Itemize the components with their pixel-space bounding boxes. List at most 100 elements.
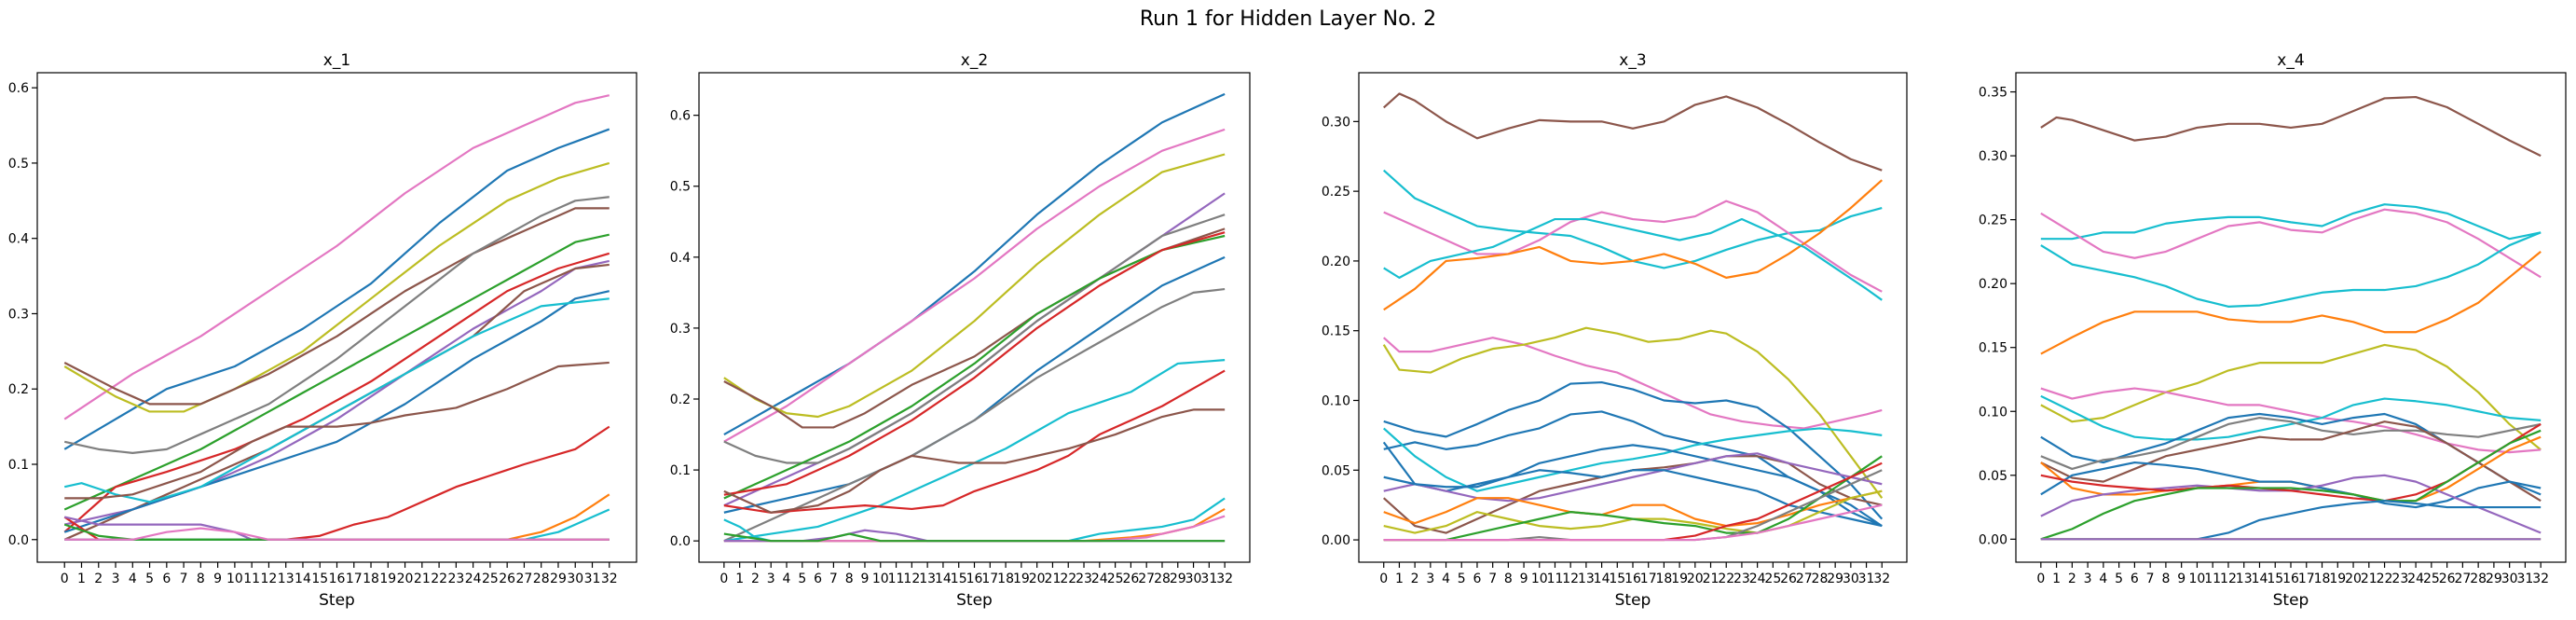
y-tick-label: 0.10 <box>1979 405 2007 420</box>
x-tick-label: 20 <box>1687 572 1704 586</box>
x-tick-label: 13 <box>1578 572 1595 586</box>
x-tick-label: 12 <box>2220 572 2237 586</box>
x-tick-label: 12 <box>261 572 278 586</box>
y-tick-label: 0.2 <box>8 382 29 397</box>
x-tick-label: 31 <box>2517 572 2534 586</box>
x-tick-label: 21 <box>1045 572 1062 586</box>
x-tick-label: 11 <box>888 572 905 586</box>
x-tick-label: 24 <box>2407 572 2424 586</box>
x-tick-label: 21 <box>414 572 431 586</box>
x-tick-label: 26 <box>1780 572 1797 586</box>
x-tick-label: 8 <box>1504 572 1513 586</box>
y-tick-label: 0.25 <box>1979 214 2007 228</box>
x-tick-label: 22 <box>431 572 447 586</box>
x-tick-label: 5 <box>2115 572 2123 586</box>
x-tick-label: 26 <box>499 572 515 586</box>
series-line-6 <box>1382 337 1883 430</box>
x-tick-label: 20 <box>2345 572 2362 586</box>
x-tick-label: 32 <box>1216 572 1233 586</box>
x-tick-label: 8 <box>2161 572 2170 586</box>
x-tick-label: 8 <box>197 572 205 586</box>
y-tick-label: 0.30 <box>1322 115 1350 130</box>
x-tick-label: 15 <box>311 572 328 586</box>
x-tick-label: 22 <box>1718 572 1734 586</box>
x-tick-label: 27 <box>1138 572 1155 586</box>
x-tick-label: 30 <box>2501 572 2518 586</box>
x-tick-label: 0 <box>61 572 69 586</box>
x-tick-label: 30 <box>1185 572 1202 586</box>
x-tick-label: 28 <box>533 572 550 586</box>
series-line-4 <box>1383 179 1884 311</box>
x-tick-label: 27 <box>1796 572 1813 586</box>
x-tick-label: 22 <box>1060 572 1076 586</box>
x-tick-label: 26 <box>2439 572 2456 586</box>
subplot-x_1: x_10.00.10.20.30.40.50.60 1 2 3 4 5 6 7 8 9 10 11 12… <box>8 51 637 610</box>
series-line-6 <box>63 233 610 511</box>
x-tick-label: 20 <box>397 572 414 586</box>
series-line-1 <box>2040 95 2542 158</box>
x-tick-label: 3 <box>112 572 120 586</box>
x-tick-label: 0 <box>2036 572 2045 586</box>
x-tick-label: 30 <box>567 572 583 586</box>
x-tick-label: 31 <box>1858 572 1875 586</box>
series-line-6 <box>2040 343 2542 451</box>
x-tick-label: 25 <box>482 572 499 586</box>
x-tick-label: 1 <box>2052 572 2061 586</box>
series-line-13 <box>723 408 1226 514</box>
x-tick-label: 9 <box>2177 572 2185 586</box>
x-tick-label: 23 <box>447 572 464 586</box>
x-tick-label: 32 <box>1873 572 1890 586</box>
x-tick-label: 1 <box>77 572 86 586</box>
y-tick-label: 0.2 <box>670 393 691 407</box>
series-line-2 <box>2040 203 2542 241</box>
series-line-10 <box>723 287 1226 543</box>
y-tick-label: 0.05 <box>1322 463 1350 478</box>
x-tick-label: 17 <box>1640 572 1657 586</box>
x-tick-label: 19 <box>379 572 396 586</box>
y-tick-label: 0.5 <box>8 157 29 172</box>
subplot-title: x_2 <box>961 51 988 70</box>
x-tick-label: 4 <box>129 572 137 586</box>
series-line-7 <box>63 252 610 533</box>
series-line-5 <box>1383 217 1883 301</box>
x-tick-label: 6 <box>2131 572 2139 586</box>
series-line-3 <box>1383 200 1883 293</box>
y-tick-label: 0.6 <box>670 109 691 124</box>
x-tick-label: 2 <box>94 572 103 586</box>
x-tick-label: 2 <box>751 572 760 586</box>
x-tick-label: 11 <box>243 572 260 586</box>
subplot-x_3: x_30.000.050.100.150.200.250.300 1 2 3 4 5 6 7 8… <box>1322 51 1908 610</box>
x-tick-label: 11 <box>1547 572 1564 586</box>
series-line-20 <box>1383 503 1883 542</box>
x-tick-label: 24 <box>465 572 482 586</box>
x-tick-label: 28 <box>2470 572 2487 586</box>
series-line-10 <box>2040 417 2542 471</box>
x-axis-label: Step <box>1615 591 1651 610</box>
x-tick-label: 3 <box>1426 572 1434 586</box>
x-tick-label: 12 <box>903 572 920 586</box>
x-tick-label: 17 <box>346 572 363 586</box>
x-tick-label: 26 <box>1122 572 1139 586</box>
series-line-7 <box>723 234 1226 500</box>
x-tick-label: 15 <box>1609 572 1625 586</box>
series-line-4 <box>63 207 610 406</box>
x-tick-label: 21 <box>2361 572 2377 586</box>
x-tick-label: 17 <box>2298 572 2315 586</box>
series-line-3 <box>2040 208 2542 279</box>
x-tick-label: 18 <box>997 572 1014 586</box>
subplot-x_4: x_40.000.050.100.150.200.250.300.350 1 2 3 4… <box>1979 51 2567 610</box>
y-tick-label: 0.00 <box>1979 532 2007 547</box>
y-tick-label: 0.25 <box>1322 185 1350 200</box>
series-group <box>2040 95 2542 541</box>
x-tick-label: 27 <box>2454 572 2471 586</box>
x-tick-label: 28 <box>1812 572 1829 586</box>
y-tick-label: 0.05 <box>1979 469 2007 484</box>
x-tick-label: 5 <box>798 572 806 586</box>
series-line-3 <box>63 161 610 413</box>
subplot-x_2: x_20.00.10.20.30.40.50.60 1 2 3 4 5 6 7 8 9 101112… <box>670 51 1251 610</box>
x-tick-label: 6 <box>1473 572 1481 586</box>
subplot-title: x_1 <box>323 51 350 70</box>
y-tick-label: 0.30 <box>1979 149 2007 164</box>
series-line-13 <box>2040 461 2542 509</box>
series-group <box>1382 92 1884 542</box>
